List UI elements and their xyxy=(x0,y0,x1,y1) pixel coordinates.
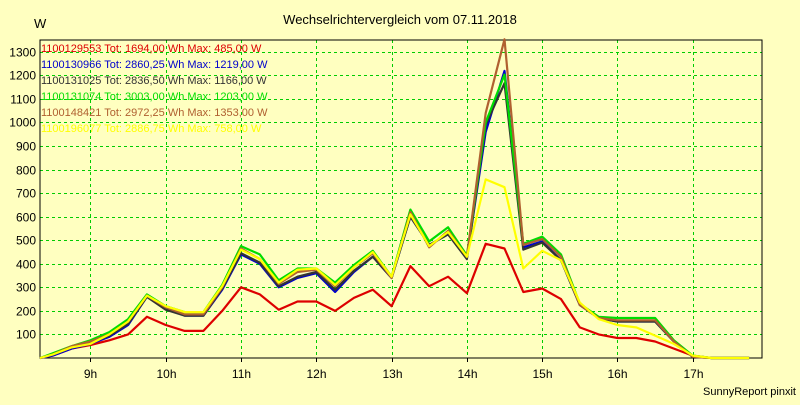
footer-credit: SunnyReport pinxit xyxy=(703,386,796,398)
x-tick-label: 14h xyxy=(457,367,477,381)
legend-entry-4: 1100131074 Tot: 3003,00 Wh Max: 1203,00 … xyxy=(41,91,268,103)
legend-entry-1: 1100129553 Tot: 1694,00 Wh Max: 485,00 W xyxy=(41,43,262,55)
y-tick-label: 400 xyxy=(16,258,36,272)
x-tick-label: 17h xyxy=(683,367,703,381)
legend: 1100129553 Tot: 1694,00 Wh Max: 485,00 W… xyxy=(41,43,268,135)
series-line-1 xyxy=(39,242,750,360)
y-tick-label: 100 xyxy=(16,328,36,342)
x-tick-label: 9h xyxy=(84,367,97,381)
y-tick-label: 700 xyxy=(16,187,36,201)
y-tick-label: 800 xyxy=(16,164,36,178)
y-tick-label: 1200 xyxy=(9,69,36,83)
x-tick-label: 10h xyxy=(156,367,176,381)
y-tick-label: 900 xyxy=(16,140,36,154)
y-tick-label: 500 xyxy=(16,234,36,248)
plot-frame xyxy=(39,39,763,359)
chart-title: Wechselrichtervergleich vom 07.11.2018 xyxy=(283,12,517,27)
y-tick-label: 600 xyxy=(16,211,36,225)
y-tick-label: 1000 xyxy=(9,116,36,130)
x-tick-label: 15h xyxy=(532,367,552,381)
y-axis-unit-label: W xyxy=(34,16,47,31)
series-layer xyxy=(39,38,750,360)
y-tick-label: 1100 xyxy=(10,93,36,107)
y-tick-label: 300 xyxy=(16,281,36,295)
axis-layer: 100 200 300 400 500 600 700 800 900 1000 1100 1200 1… xyxy=(9,39,763,381)
legend-entry-3: 1100131025 Tot: 2836,50 Wh Max: 1166,00 … xyxy=(41,75,267,87)
x-tick-label: 11h xyxy=(232,367,251,381)
y-tick-label: 1300 xyxy=(9,46,36,60)
legend-entry-5: 1100148421 Tot: 2972,25 Wh Max: 1353,00 … xyxy=(41,107,268,119)
x-tick-label: 12h xyxy=(306,367,326,381)
legend-entry-6: 1100196077 Tot: 2886,75 Wh Max: 758,00 W xyxy=(41,123,262,135)
x-tick-label: 13h xyxy=(382,367,402,381)
legend-entry-2: 1100130966 Tot: 2860,25 Wh Max: 1219,00 … xyxy=(41,59,268,71)
series-line-6 xyxy=(39,178,750,360)
x-tick-label: 16h xyxy=(607,367,627,381)
y-tick-label: 200 xyxy=(16,305,36,319)
